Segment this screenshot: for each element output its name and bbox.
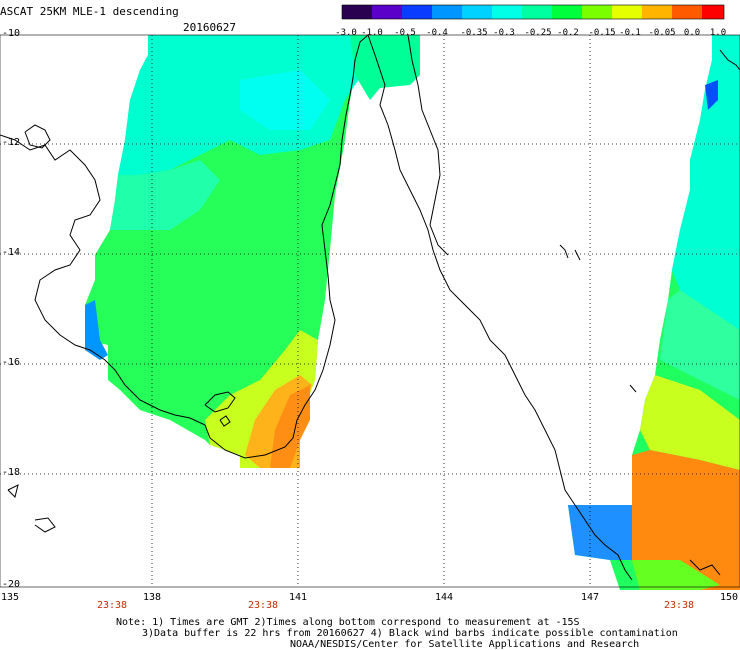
cape-swath-base <box>350 35 420 100</box>
east-swath-blue <box>568 505 632 560</box>
coast-groote <box>24 124 51 149</box>
lon-label-135: 135 <box>0 592 20 603</box>
cb-seg-8 <box>582 5 612 19</box>
note-line-1: Note: 1) Times are GMT 2)Times along bot… <box>116 617 580 628</box>
lon-label-150: 150 <box>719 592 739 603</box>
cb-seg-9 <box>612 5 642 19</box>
cb-seg-7 <box>552 5 582 19</box>
cb-seg-2 <box>402 5 432 19</box>
cb-frame <box>341 4 725 20</box>
time-label-center: 23:38 <box>247 600 279 611</box>
map-title: ASCAT 25KM MLE-1 descending <box>0 5 179 18</box>
cb-label-0: -3.0 <box>335 28 357 38</box>
coast-reef-2 <box>574 249 581 261</box>
west-swath-cyan-patch <box>240 70 330 130</box>
cb-seg-0 <box>342 5 372 19</box>
east-swath <box>568 35 740 590</box>
lat-label-10: -10 <box>2 28 21 39</box>
coast-small-isle <box>219 415 231 427</box>
coast-torres <box>719 49 740 71</box>
cb-seg-1 <box>372 5 402 19</box>
coastline <box>0 34 740 581</box>
lon-label-138: 138 <box>142 592 162 603</box>
note-line-2: 3)Data buffer is 22 hrs from 20160627 4)… <box>142 628 678 639</box>
cb-label-4: -0.35 <box>460 28 488 38</box>
east-swath-yellow <box>640 375 740 470</box>
cb-label-9: -0.1 <box>619 28 641 38</box>
coast-reef-4 <box>689 559 721 576</box>
cb-label-5: -0.3 <box>493 28 515 38</box>
lat-label-12: -12 <box>2 137 21 148</box>
lon-label-141: 141 <box>288 592 308 603</box>
note-line-3: NOAA/NESDIS/Center for Satellite Applica… <box>290 639 640 650</box>
coast-west-gulf <box>0 34 369 459</box>
time-label-west: 23:38 <box>96 600 128 611</box>
cb-label-11: 0.0 <box>683 28 701 38</box>
cb-seg-6 <box>522 5 552 19</box>
west-swath-orange-deep <box>270 385 310 468</box>
cb-seg-4 <box>462 5 492 19</box>
west-swath <box>85 35 370 468</box>
coast-reef-1 <box>559 244 569 259</box>
map-date: 20160627 <box>183 21 236 34</box>
cb-label-10: -0.05 <box>648 28 676 38</box>
coast-mornington <box>204 391 236 413</box>
cb-label-12: 1.0 <box>709 28 727 38</box>
coast-island-bl-2 <box>34 517 56 533</box>
lon-label-147: 147 <box>580 592 600 603</box>
coast-cape-york-north <box>407 34 449 256</box>
lat-label-14: -14 <box>2 247 21 258</box>
east-swath-blue-top <box>705 80 718 110</box>
time-label-east: 23:38 <box>663 600 695 611</box>
cb-seg-12 <box>702 5 724 19</box>
colorbar <box>341 4 725 20</box>
west-swath-blue <box>85 300 108 360</box>
cb-label-6: -0.25 <box>524 28 552 38</box>
lon-label-144: 144 <box>434 592 454 603</box>
cb-seg-11 <box>672 5 702 19</box>
cb-seg-5 <box>492 5 522 19</box>
cape-swath <box>350 35 420 100</box>
cb-label-8: -0.15 <box>588 28 616 38</box>
cb-label-7: -0.2 <box>557 28 579 38</box>
cb-label-3: -0.4 <box>426 28 448 38</box>
lat-label-18: -18 <box>2 467 21 478</box>
coast-island-bl-1 <box>7 484 19 498</box>
map-frame <box>0 34 740 588</box>
east-swath-teal <box>660 290 740 400</box>
west-swath-teal <box>110 160 220 230</box>
coast-reef-3 <box>629 384 637 393</box>
lat-label-16: -16 <box>2 357 21 368</box>
lat-label-20: -20 <box>2 579 21 590</box>
coast-cape-york-east <box>367 34 633 581</box>
east-swath-cyan <box>672 35 740 330</box>
east-swath-green-bottom <box>632 560 720 590</box>
east-swath-orange <box>632 450 740 590</box>
cb-label-1: -1.0 <box>361 28 383 38</box>
grid <box>0 35 740 587</box>
cb-seg-3 <box>432 5 462 19</box>
cb-seg-10 <box>642 5 672 19</box>
cb-label-2: -0.5 <box>394 28 416 38</box>
